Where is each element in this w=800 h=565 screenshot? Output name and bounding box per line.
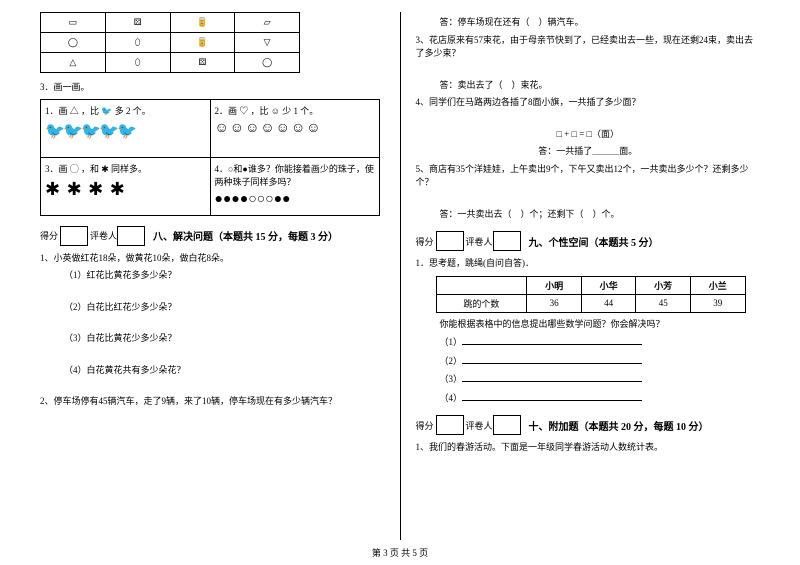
blank-2: （2）: [440, 354, 761, 369]
reviewer-label: 评卷人: [466, 235, 493, 248]
q8-2: 2、停车场停有45辆汽车，走了9辆，来了10辆，停车场现在有多少辆汽车？: [40, 395, 385, 409]
cell-title: 4．○和●谁多？你能接着画少的珠子，使两种珠子同样多吗？: [215, 162, 376, 188]
score-row-10: 得分 评卷人 十、附加题（本题共 20 分，每题 10 分）: [416, 415, 761, 435]
grid-cell: ⬯: [105, 33, 170, 53]
draw-cell-4: 4．○和●谁多？你能接着画少的珠子，使两种珠子同样多吗？ ●●●●○○○●●: [210, 157, 380, 215]
q4r-ans: 答：一共插了＿＿＿面。: [416, 145, 761, 159]
reviewer-label: 评卷人: [466, 419, 493, 432]
score-row-9: 得分 评卷人 九、个性空间（本题共 5 分）: [416, 231, 761, 251]
blank-1: （1）: [440, 335, 761, 350]
jump-h3: 小芳: [636, 276, 691, 294]
q8-1-4: （4）白花黄花共有多少朵花？: [64, 364, 385, 378]
grid-cell: ⚄: [105, 13, 170, 33]
cell-title: 1．画 △ ，比 🐦 多 2 个。: [45, 104, 206, 117]
grid-cell: ▱: [235, 13, 300, 33]
grid-cell: ◯: [41, 33, 106, 53]
jump-v2: 44: [581, 294, 636, 312]
jump-rowh: 跳的个数: [436, 294, 527, 312]
section-9-title: 九、个性空间（本题共 5 分）: [529, 234, 659, 249]
draw-table: 1．画 △ ，比 🐦 多 2 个。 🐦🐦🐦🐦🐦 2．画 ♡ ，比 ☺ 少 1 个…: [40, 99, 380, 216]
draw-cell-3: 3．画 ◯ ，和 ✱ 同样多。 ✱ ✱ ✱ ✱: [41, 157, 211, 215]
score-label: 得分: [416, 419, 434, 432]
q4r-eq: □ + □ = □（面）: [416, 128, 761, 142]
blank-3: （3）: [440, 372, 761, 387]
jump-h1: 小明: [527, 276, 582, 294]
jump-v4: 39: [690, 294, 745, 312]
section-10-title: 十、附加题（本题共 20 分，每题 10 分）: [529, 418, 709, 433]
shapes-grid: ▭ ⚄ 🥫 ▱ ◯ ⬯ 🥫 ▽ △ ⬯ ⚄ ◯: [40, 12, 300, 73]
smile-row: ☺☺☺☺☺☺☺: [215, 121, 376, 137]
dots-row: ●●●●○○○●●: [215, 192, 376, 208]
q8-1: 1、小英做红花18朵，做黄花10朵，做白花8朵。: [40, 252, 385, 266]
grid-cell: ▭: [41, 13, 106, 33]
right-column: 答：停车场现在还有（ ）辆汽车。 3、花店原来有57束花，由于母亲节快到了，已经…: [406, 12, 771, 540]
cell-title: 2．画 ♡ ，比 ☺ 少 1 个。: [215, 104, 376, 117]
score-box: [60, 226, 88, 246]
jump-blank: [436, 276, 527, 294]
gear-row: ✱ ✱ ✱ ✱: [45, 179, 206, 200]
jump-v3: 45: [636, 294, 691, 312]
reviewer-label: 评卷人: [90, 229, 117, 242]
grid-cell: ⚄: [170, 53, 235, 73]
jump-h4: 小兰: [690, 276, 745, 294]
page-footer: 第 3 页 共 5 页: [0, 546, 800, 559]
grid-cell: 🥫: [170, 33, 235, 53]
draw-cell-2: 2．画 ♡ ，比 ☺ 少 1 个。 ☺☺☺☺☺☺☺: [210, 99, 380, 157]
q8-1-2: （2）白花比红花少多少朵？: [64, 301, 385, 315]
section-8-title: 八、解决问题（本题共 15 分，每题 3 分）: [153, 228, 338, 243]
grid-cell: ⬯: [105, 53, 170, 73]
reviewer-box: [493, 231, 521, 251]
grid-cell: 🥫: [170, 13, 235, 33]
jump-table: 小明 小华 小芳 小兰 跳的个数 36 44 45 39: [436, 276, 746, 313]
draw-cell-1: 1．画 △ ，比 🐦 多 2 个。 🐦🐦🐦🐦🐦: [41, 99, 211, 157]
q9-prompt: 你能根据表格中的信息提出哪些数学问题？你会解决吗？: [440, 318, 761, 332]
score-row: 得分 评卷人 八、解决问题（本题共 15 分，每题 3 分）: [40, 226, 385, 246]
q5r-ans: 答：一共卖出去（ ）个；还剩下（ ）个。: [440, 208, 761, 222]
score-label: 得分: [416, 235, 434, 248]
question-3: 3．画一画。: [40, 81, 385, 95]
q3r: 3、花店原来有57束花，由于母亲节快到了，已经卖出去一些，现在还剩24束，卖出去…: [416, 34, 761, 61]
reviewer-box: [117, 226, 145, 246]
grid-cell: ▽: [235, 33, 300, 53]
q3r-ans: 答：卖出去了（ ）束花。: [440, 79, 761, 93]
bird-row: 🐦🐦🐦🐦🐦: [45, 121, 206, 141]
q9-1: 1．思考题，跳绳(自问自答)．: [416, 257, 761, 271]
reviewer-box: [493, 415, 521, 435]
score-box: [436, 415, 464, 435]
jump-h2: 小华: [581, 276, 636, 294]
q10-1: 1、我们的春游活动。下面是一年级同学春游活动人数统计表。: [416, 441, 761, 455]
jump-v1: 36: [527, 294, 582, 312]
q8-1-3: （3）白花比黄花少多少朵？: [64, 332, 385, 346]
grid-cell: ◯: [235, 53, 300, 73]
blank-4: （4）: [440, 391, 761, 406]
q5r: 5、商店有35个洋娃娃，上午卖出9个，下午又卖出12个，一共卖出多少个？还剩多少…: [416, 163, 761, 190]
left-column: ▭ ⚄ 🥫 ▱ ◯ ⬯ 🥫 ▽ △ ⬯ ⚄ ◯ 3．画一画。: [30, 12, 395, 540]
q4r: 4、同学们在马路两边各插了8面小旗，一共插了多少面？: [416, 96, 761, 110]
ans-top: 答：停车场现在还有（ ）辆汽车。: [440, 16, 761, 30]
q8-1-1: （1）红花比黄花多多少朵？: [64, 269, 385, 283]
score-box: [436, 231, 464, 251]
cell-title: 3．画 ◯ ，和 ✱ 同样多。: [45, 162, 206, 175]
grid-cell: △: [41, 53, 106, 73]
score-label: 得分: [40, 229, 58, 242]
column-divider: [400, 12, 401, 540]
